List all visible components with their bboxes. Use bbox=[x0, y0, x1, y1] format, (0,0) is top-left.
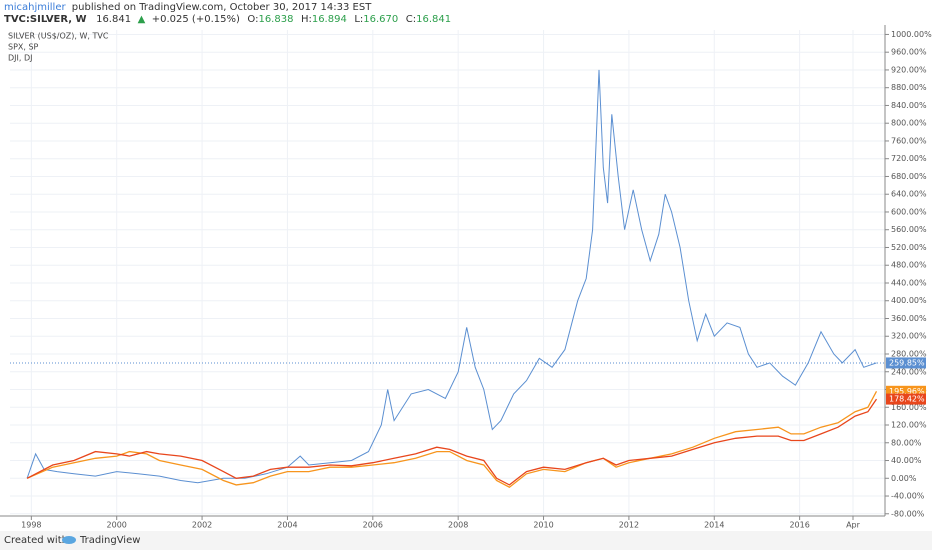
footer-created: Created with bbox=[4, 535, 68, 546]
y-tick-label: 680.00% bbox=[891, 172, 927, 181]
published: published on TradingView.com, October 30… bbox=[72, 2, 372, 13]
symbol-line: TVC:SILVER, W 16.841 ▲ +0.025 (+0.15%) O… bbox=[4, 14, 451, 25]
h: 16.894 bbox=[312, 14, 347, 25]
y-tick-label: -40.00% bbox=[891, 492, 925, 501]
arrow: ▲ bbox=[138, 14, 146, 25]
h-label: H: bbox=[301, 14, 312, 25]
x-tick-label: 2008 bbox=[448, 521, 468, 530]
y-tick-label: 0.00% bbox=[891, 474, 917, 483]
y-tick-label: 880.00% bbox=[891, 83, 927, 92]
y-tick-label: 280.00% bbox=[891, 350, 927, 359]
y-tick-label: 40.00% bbox=[891, 456, 922, 465]
c: 16.841 bbox=[416, 14, 451, 25]
y-tick-label: 160.00% bbox=[891, 403, 927, 412]
x-tick-label: 2014 bbox=[704, 521, 724, 530]
logo bbox=[62, 536, 76, 544]
price: 16.841 bbox=[96, 14, 131, 25]
y-tick-label: 520.00% bbox=[891, 243, 927, 252]
x-tick-label: 2006 bbox=[363, 521, 383, 530]
footer-bar bbox=[0, 531, 932, 550]
o-label: O: bbox=[247, 14, 258, 25]
y-tick-label: 360.00% bbox=[891, 314, 927, 323]
x-tick-label: 1998 bbox=[21, 521, 41, 530]
y-tick-label: 120.00% bbox=[891, 421, 927, 430]
y-tick-label: -80.00% bbox=[891, 509, 925, 518]
x-tick-label: 2016 bbox=[789, 521, 809, 530]
series-line bbox=[26, 390, 878, 488]
y-tick-label: 480.00% bbox=[891, 261, 927, 270]
legend-entry: SPX, SP bbox=[8, 43, 39, 52]
l: 16.670 bbox=[363, 14, 398, 25]
y-tick-label: 760.00% bbox=[891, 136, 927, 145]
last-value-box bbox=[886, 393, 926, 405]
x-tick-label: 2004 bbox=[277, 521, 297, 530]
legend-entry: SILVER (US$/OZ), W, TVC bbox=[8, 32, 109, 41]
y-tick-label: 600.00% bbox=[891, 207, 927, 216]
y-tick-label: 80.00% bbox=[891, 438, 922, 447]
last-value-box bbox=[886, 357, 926, 369]
x-tick-label: 2002 bbox=[192, 521, 212, 530]
symbol: TVC:SILVER, W bbox=[4, 14, 87, 25]
x-tick-label: 2012 bbox=[619, 521, 639, 530]
footer-brand[interactable]: TradingView bbox=[79, 535, 140, 546]
last-value-label: 178.42% bbox=[889, 395, 925, 404]
y-tick-label: 560.00% bbox=[891, 225, 927, 234]
x-tick-label: Apr bbox=[846, 521, 861, 530]
x-tick-label: 2010 bbox=[533, 521, 553, 530]
y-tick-label: 960.00% bbox=[891, 48, 927, 57]
change: +0.025 (+0.15%) bbox=[152, 14, 240, 25]
last-value-label: 195.96% bbox=[889, 387, 925, 396]
y-tick-label: 320.00% bbox=[891, 332, 927, 341]
y-tick-label: 440.00% bbox=[891, 278, 927, 287]
x-tick-label: 2000 bbox=[107, 521, 127, 530]
y-tick-label: 640.00% bbox=[891, 190, 927, 199]
o: 16.838 bbox=[258, 14, 293, 25]
y-tick-label: 920.00% bbox=[891, 65, 927, 74]
y-tick-label: 1000.00% bbox=[891, 30, 932, 39]
last-value-label: 259.85% bbox=[889, 358, 925, 367]
c-label: C: bbox=[406, 14, 416, 25]
series-line bbox=[26, 398, 878, 486]
l-label: L: bbox=[354, 14, 363, 25]
y-tick-label: 800.00% bbox=[891, 119, 927, 128]
y-tick-label: 840.00% bbox=[891, 101, 927, 110]
y-tick-label: 400.00% bbox=[891, 296, 927, 305]
header-line: micahjmiller published on TradingView.co… bbox=[4, 2, 372, 13]
y-tick-label: 720.00% bbox=[891, 154, 927, 163]
last-value-box bbox=[886, 385, 926, 397]
y-tick-label: 240.00% bbox=[891, 367, 927, 376]
author[interactable]: micahjmiller bbox=[4, 2, 66, 13]
legend-entry: DJI, DJ bbox=[8, 54, 32, 63]
